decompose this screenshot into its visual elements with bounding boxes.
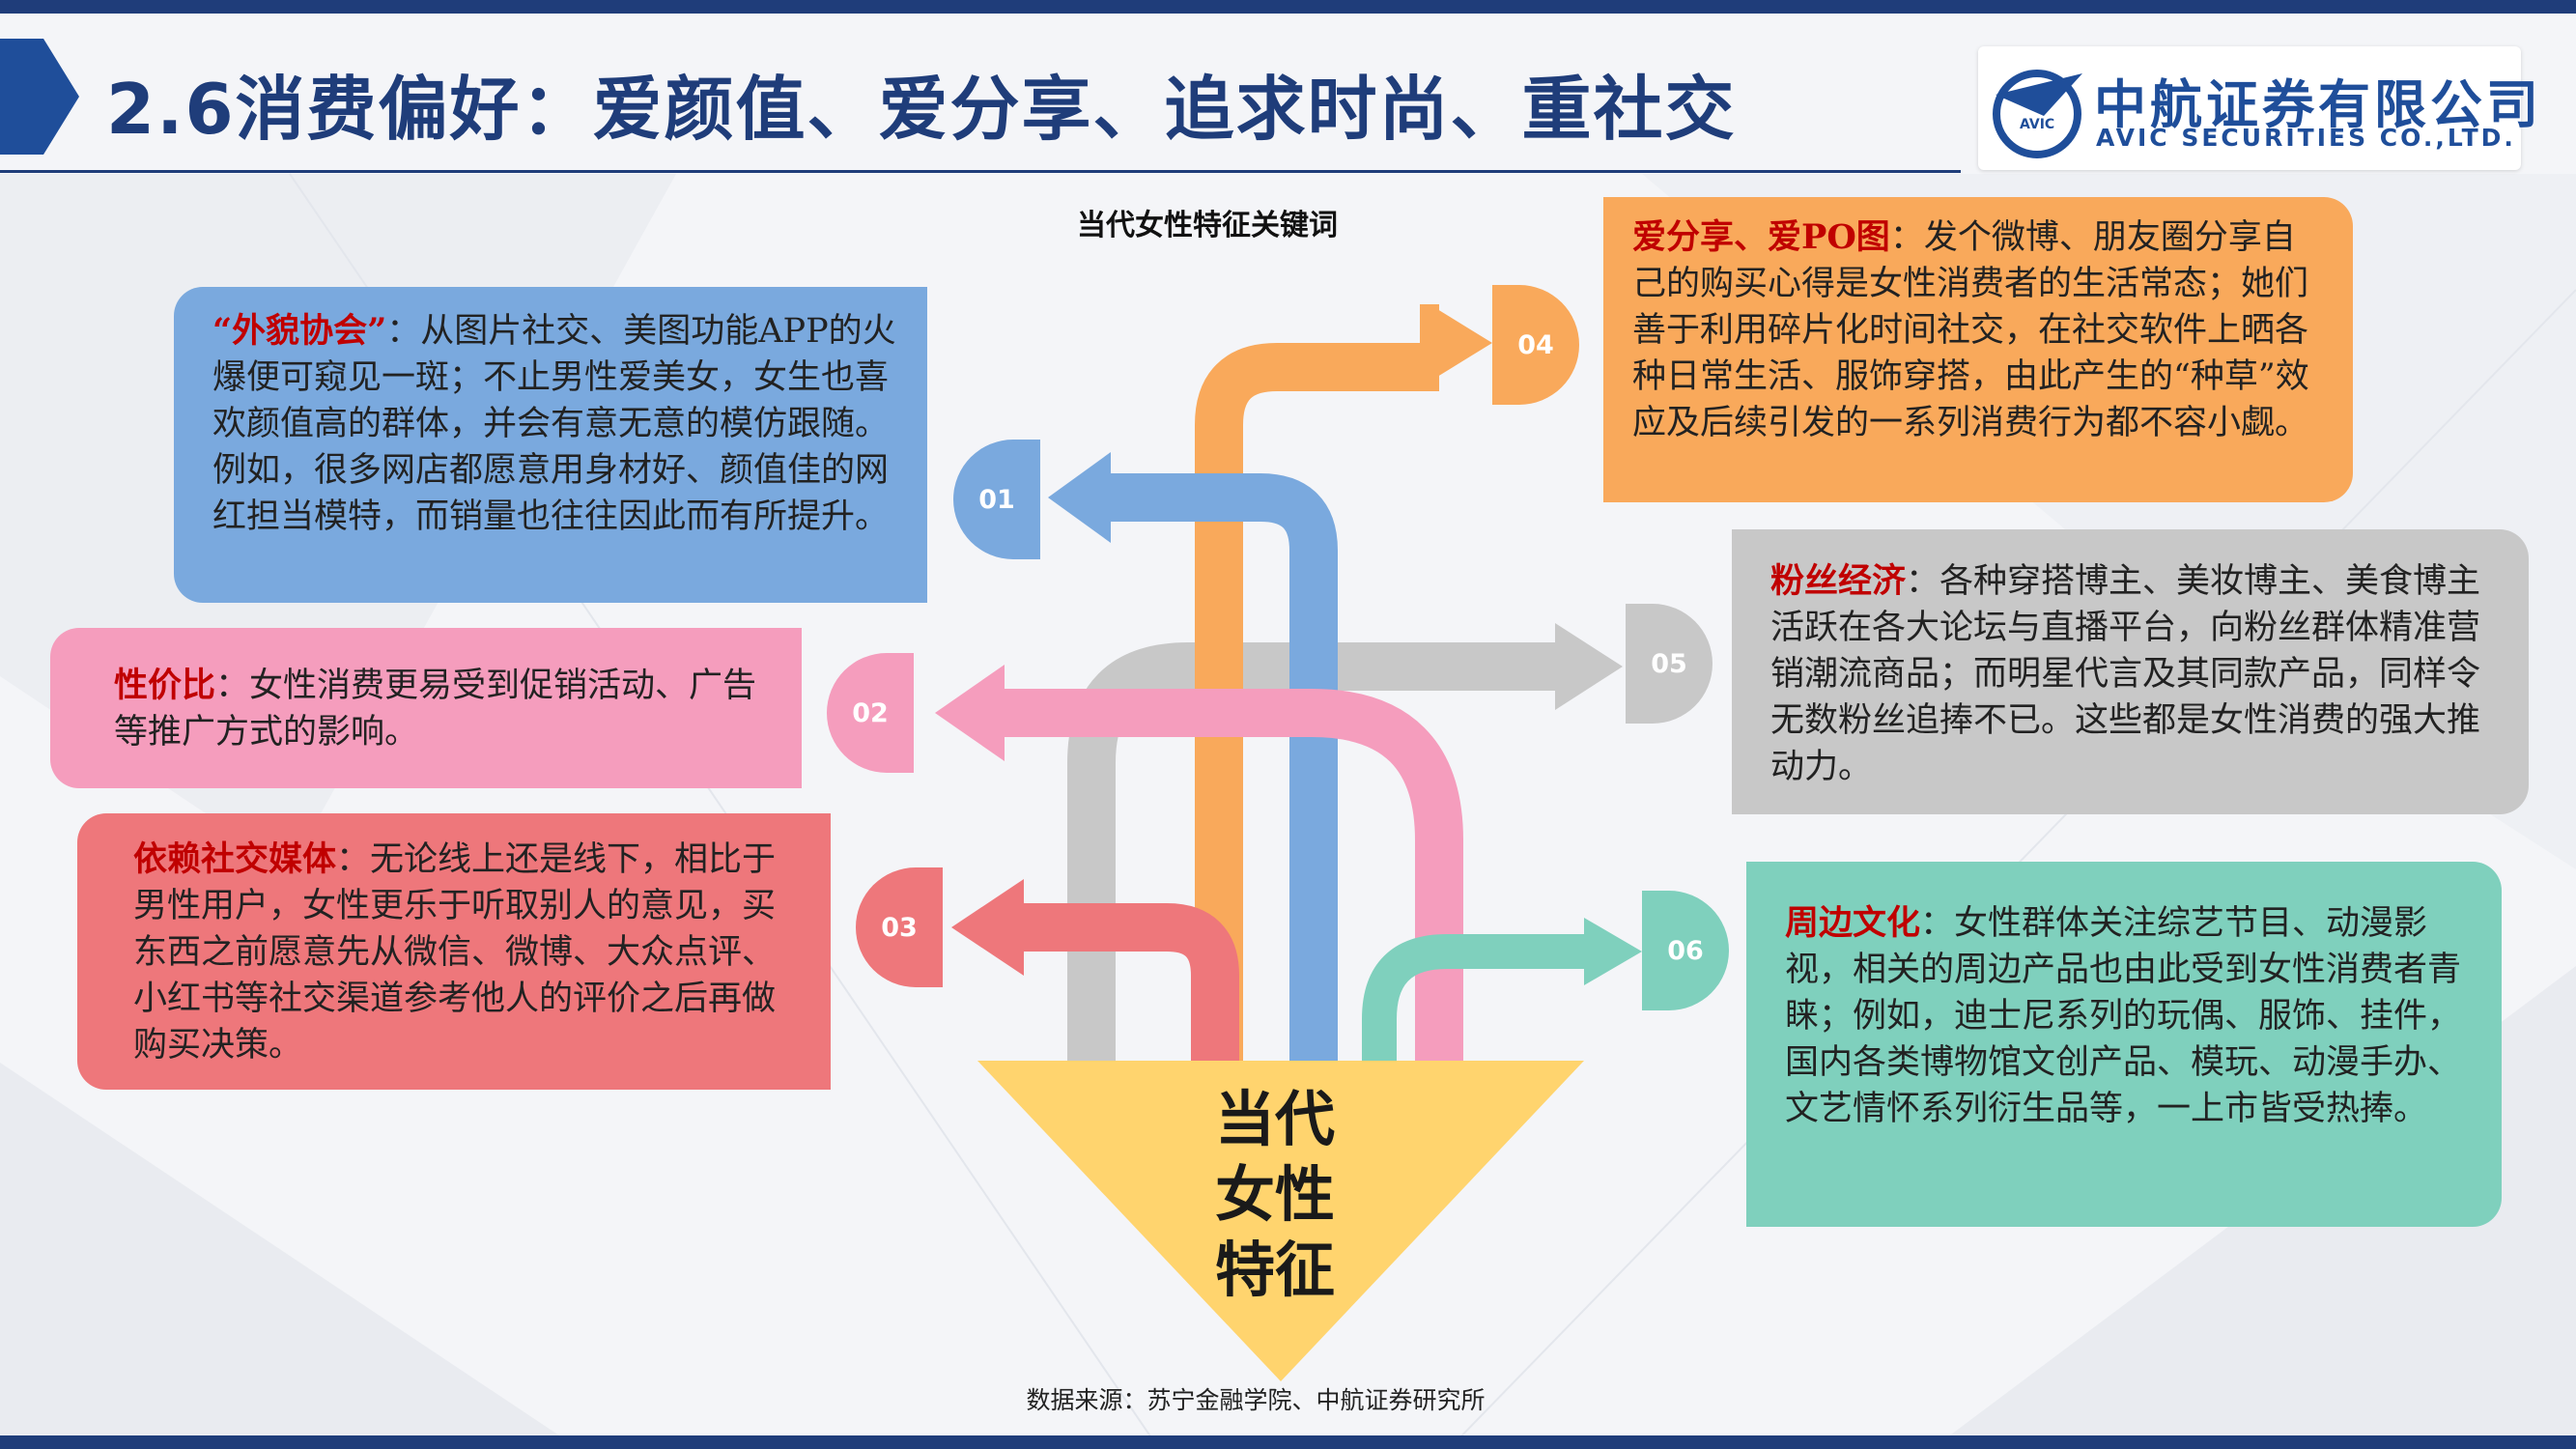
- badge-03: 03: [856, 867, 943, 987]
- arrow-01: [1101, 473, 1338, 1072]
- keyword-box-06: 周边文化：女性群体关注综艺节目、动漫影视，相关的周边产品也由此受到女性消费者青睐…: [1746, 862, 2502, 1227]
- keyword-03: 依赖社交媒体: [133, 839, 337, 879]
- arrow-02: [995, 689, 1463, 1072]
- separator-03: ：: [336, 840, 371, 879]
- slide-title: 2.6消费偏好：爱颜值、爱分享、追求时尚、重社交: [106, 69, 1737, 150]
- title-arrow-icon: [0, 39, 79, 155]
- center-triangle: [977, 1061, 1584, 1381]
- logo-mark-text: AVIC: [2020, 117, 2054, 132]
- top-bar: [0, 0, 2576, 14]
- arrow-06-head: [1584, 918, 1642, 985]
- arrow-04-head: [1430, 304, 1492, 382]
- separator-02: ：: [215, 667, 250, 705]
- keyword-box-03: 依赖社交媒体：无论线上还是线下，相比于男性用户，女性更乐于听取别人的意见，买东西…: [77, 813, 831, 1090]
- keyword-box-01: “外貌协会”：从图片社交、美图功能APP的火爆便可窥见一斑；不止男性爱美女，女生…: [174, 287, 927, 603]
- description-01: 从图片社交、美图功能APP的火爆便可窥见一斑；不止男性爱美女，女生也喜欢颜值高的…: [212, 312, 896, 536]
- keyword-04: 爱分享、爱PO图: [1632, 217, 1890, 257]
- keyword-05: 粉丝经济: [1770, 561, 1907, 601]
- data-source: 数据来源：苏宁金融学院、中航证券研究所: [1026, 1386, 1486, 1414]
- diagram-title: 当代女性特征关键词: [1077, 209, 1338, 242]
- arrow-02-head: [935, 665, 1005, 761]
- center-label: 当代 女性 特征: [1159, 1082, 1391, 1308]
- arrow-04: [1195, 343, 1439, 1072]
- arrow-05-head: [1555, 623, 1623, 710]
- logo-name-cn: 中航证券有限公司: [2094, 74, 2542, 135]
- arrow-03: [1014, 903, 1239, 1072]
- separator-01: ：: [386, 312, 421, 351]
- keyword-02: 性价比: [114, 666, 216, 705]
- separator-05: ：: [1906, 562, 1940, 601]
- avic-logo-icon: AVIC: [1993, 70, 2082, 158]
- keyword-box-02: 性价比：女性消费更易受到促销活动、广告等推广方式的影响。: [50, 628, 802, 788]
- description-06: 女性群体关注综艺节目、动漫影视，相关的周边产品也由此受到女性消费者青睐；例如，迪…: [1785, 904, 2462, 1128]
- arrow-06: [1362, 934, 1594, 1072]
- badge-01: 01: [953, 440, 1040, 559]
- keyword-01: “外貌协会”: [212, 311, 387, 351]
- center-label-line-2: 女性: [1214, 1159, 1335, 1230]
- center-label-line-3: 特征: [1214, 1235, 1335, 1305]
- description-03: 无论线上还是线下，相比于男性用户，女性更乐于听取别人的意见，买东西之前愿意先从微…: [133, 840, 777, 1065]
- arrow-01-head: [1048, 452, 1111, 543]
- separator-06: ：: [1920, 904, 1955, 943]
- keyword-box-04: 爱分享、爱PO图：发个微博、朋友圈分享自己的购买心得是女性消费者的生活常态；她们…: [1603, 197, 2353, 502]
- arrow-03-head: [951, 879, 1024, 976]
- separator-04: ：: [1889, 218, 1924, 257]
- description-04: 发个微博、朋友圈分享自己的购买心得是女性消费者的生活常态；她们善于利用碎片化时间…: [1632, 218, 2309, 442]
- description-02: 女性消费更易受到促销活动、广告等推广方式的影响。: [114, 667, 757, 752]
- bottom-bar: [0, 1435, 2576, 1449]
- keyword-06: 周边文化: [1785, 903, 1921, 943]
- badge-02: 02: [827, 653, 914, 773]
- title-divider: [0, 170, 1961, 173]
- description-05: 各种穿搭博主、美妆博主、美食博主活跃在各大论坛与直播平台，向粉丝群体精准营销潮流…: [1770, 562, 2481, 786]
- company-logo: AVIC 中航证券有限公司 AVIC SECURITIES CO.,LTD.: [1978, 46, 2538, 170]
- center-label-line-1: 当代: [1214, 1084, 1335, 1154]
- keyword-box-05: 粉丝经济：各种穿搭博主、美妆博主、美食博主活跃在各大论坛与直播平台，向粉丝群体精…: [1732, 529, 2529, 814]
- logo-name-en: AVIC SECURITIES CO.,LTD.: [2096, 124, 2516, 152]
